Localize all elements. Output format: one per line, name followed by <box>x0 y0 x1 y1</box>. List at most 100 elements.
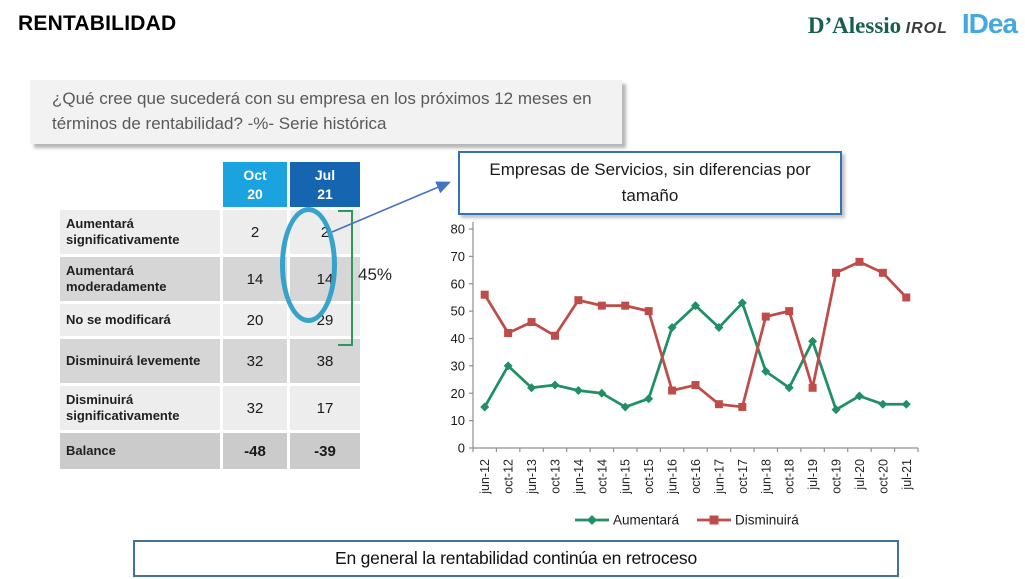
x-tick-label: jun-14 <box>572 459 586 495</box>
data-point-square <box>550 331 559 340</box>
data-point-square <box>668 386 677 395</box>
data-point-diamond <box>480 402 490 412</box>
logo-dalessio-irol: D’Alessio IROL <box>808 13 948 39</box>
question-text: ¿Qué cree que sucederá con su empresa en… <box>52 89 592 133</box>
x-tick-label: jun-16 <box>666 459 680 495</box>
data-point-diamond <box>831 405 841 415</box>
data-point-square <box>855 257 864 266</box>
y-tick-label: 70 <box>451 249 465 264</box>
x-tick-label: jul-21 <box>900 459 914 491</box>
x-tick-label: jun-13 <box>525 459 539 495</box>
table-corner-cell <box>60 162 220 207</box>
connector-arrow-line <box>331 181 451 233</box>
table-row: Disminuirá significativamente 32 17 <box>60 386 360 430</box>
row-label: No se modificará <box>60 304 220 336</box>
data-point-diamond <box>573 386 583 396</box>
data-point-square <box>761 312 770 321</box>
legend-label: Disminuirá <box>735 513 799 528</box>
legend-label: Aumentará <box>613 513 680 528</box>
column-header-oct20: Oct 20 <box>223 162 287 207</box>
table-row-balance: Balance -48 -39 <box>60 433 360 469</box>
x-tick-label: oct-13 <box>548 459 562 494</box>
x-tick-label: oct-15 <box>642 459 656 494</box>
question-box: ¿Qué cree que sucederá con su empresa en… <box>30 80 622 144</box>
data-point-square <box>709 515 719 525</box>
data-point-square <box>527 318 536 327</box>
highlight-ellipse <box>280 207 337 323</box>
col-oct-month: Oct <box>243 167 267 184</box>
logo-irol-text: IROL <box>905 20 948 37</box>
services-callout-box: Empresas de Servicios, sin diferencias p… <box>458 151 842 215</box>
column-header-jul21: Jul 21 <box>290 162 360 207</box>
x-tick-label: oct-12 <box>502 459 516 494</box>
x-tick-label: oct-17 <box>736 459 750 494</box>
data-point-diamond <box>503 361 513 371</box>
data-point-diamond <box>714 323 724 333</box>
line-chart: 0 10 20 30 40 50 60 70 80 jun-12 oct-12 jun-13 oct-1… <box>435 215 930 537</box>
data-point-diamond <box>761 366 771 376</box>
logo-idea: IDea <box>961 8 1018 39</box>
row-label: Aumentará significativamente <box>60 210 220 254</box>
logo-area: D’Alessio IROL IDea <box>808 8 1018 40</box>
cell-jul21: 38 <box>290 339 360 383</box>
cell-jul21: 17 <box>290 386 360 430</box>
y-tick-label: 60 <box>451 276 465 291</box>
conclusion-text: En general la rentabilidad continúa en r… <box>334 548 698 568</box>
x-tick-label: jun-12 <box>478 459 492 495</box>
data-point-diamond <box>597 388 607 398</box>
y-tick-label: 40 <box>451 331 465 346</box>
data-point-square <box>808 383 817 392</box>
table-header-row: Oct 20 Jul 21 <box>60 162 360 207</box>
x-tick-label: jun-15 <box>619 459 633 495</box>
y-tick-label: 10 <box>451 413 465 428</box>
data-point-square <box>691 381 700 390</box>
row-label: Disminuirá significativamente <box>60 386 220 430</box>
services-callout-text: Empresas de Servicios, sin diferencias p… <box>489 159 811 205</box>
cell-oct20: 2 <box>223 210 287 254</box>
series-line-0 <box>483 301 907 412</box>
data-point-diamond <box>644 394 654 404</box>
bracket-45pct-label: 45% <box>358 265 393 284</box>
data-point-square <box>738 402 747 411</box>
data-point-diamond <box>901 399 911 409</box>
y-tick-label: 80 <box>451 222 465 237</box>
data-point-square <box>902 293 911 302</box>
data-point-diamond <box>808 336 818 346</box>
data-point-diamond <box>620 402 630 412</box>
data-point-square <box>878 268 887 277</box>
logo-dalessio-text: D’Alessio <box>807 13 902 38</box>
data-point-square <box>644 307 653 316</box>
col-jul-year: 21 <box>317 185 333 202</box>
page-title: RENTABILIDAD <box>18 12 177 35</box>
data-point-square <box>574 296 583 305</box>
cell-oct20: 32 <box>223 339 287 383</box>
x-tick-label: oct-14 <box>595 459 609 494</box>
table-row: No se modificará 20 29 <box>60 304 360 336</box>
data-point-square <box>597 301 606 310</box>
data-point-square <box>785 307 794 316</box>
x-tick-label: jul-19 <box>806 459 820 491</box>
x-tick-label: oct-16 <box>689 459 703 494</box>
x-tick-label: jun-17 <box>712 459 726 495</box>
x-tick-label: jun-18 <box>759 459 773 495</box>
data-point-square <box>832 268 841 277</box>
x-tick-label: oct-20 <box>876 459 890 494</box>
connector-arrow <box>331 181 451 233</box>
data-point-diamond <box>691 301 700 311</box>
x-tick-label: oct-19 <box>830 459 844 494</box>
data-point-diamond <box>878 399 888 409</box>
data-point-square <box>621 301 630 310</box>
data-point-square <box>480 290 489 299</box>
x-tick-label: oct-18 <box>783 459 797 494</box>
data-point-square <box>504 329 513 338</box>
col-jul-month: Jul <box>314 167 336 184</box>
line-chart-svg: 0 10 20 30 40 50 60 70 80 jun-12 oct-12 jun-13 oct-1… <box>451 222 919 528</box>
cell-oct20: -48 <box>223 433 287 469</box>
data-point-diamond <box>854 391 864 401</box>
x-tick-label: jul-20 <box>853 459 867 491</box>
data-point-diamond <box>527 383 537 393</box>
data-point-diamond <box>737 298 747 308</box>
y-tick-label: 30 <box>451 358 465 373</box>
col-oct-year: 20 <box>247 185 263 202</box>
row-label: Balance <box>60 433 220 469</box>
